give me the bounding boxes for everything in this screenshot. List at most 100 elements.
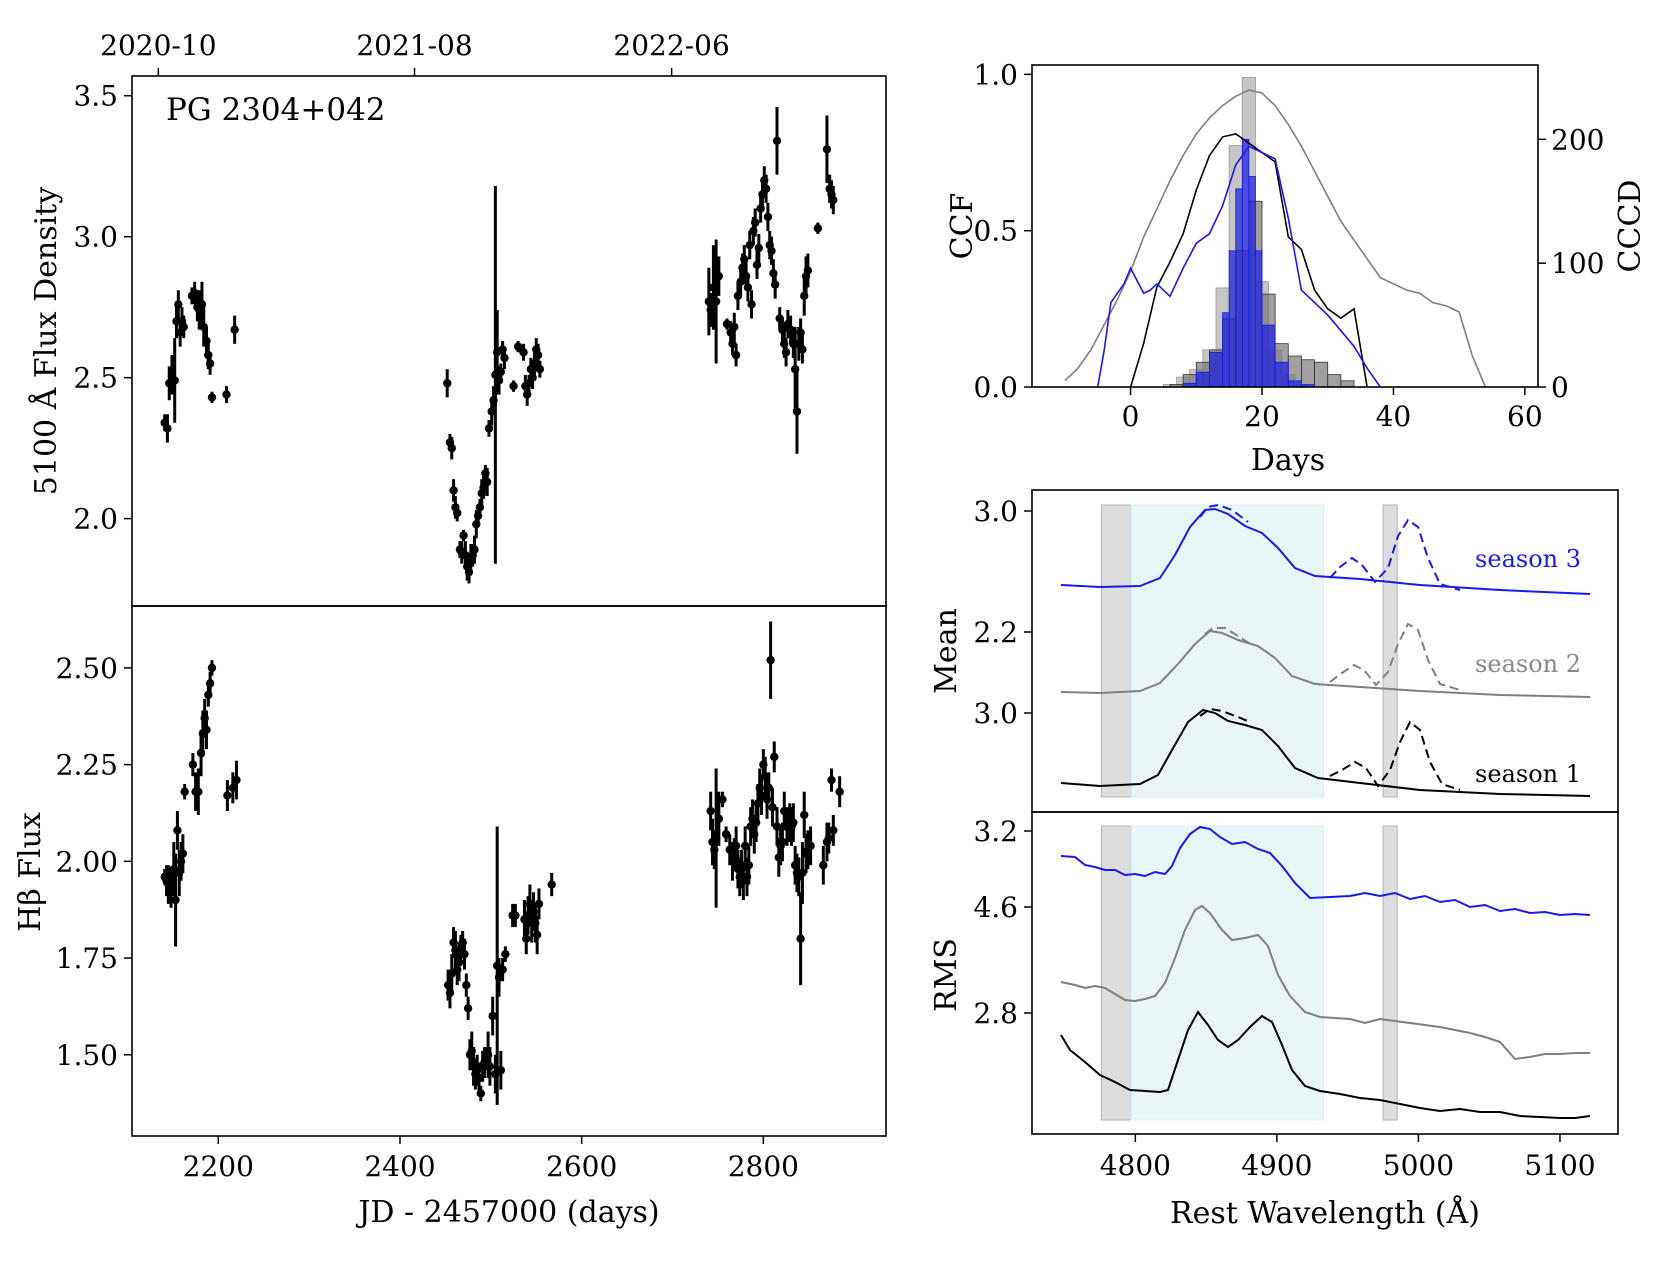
- continuum-point: [509, 381, 518, 391]
- hbeta-point: [488, 1011, 497, 1021]
- continuum-point: [761, 184, 771, 193]
- continuum-point: [535, 364, 545, 374]
- cccd-bar: [1255, 250, 1263, 388]
- hbeta-point: [496, 1066, 506, 1075]
- mean-shaded-region: [1100, 504, 1132, 798]
- continuum-point: [750, 218, 760, 227]
- continuum-point: [522, 390, 532, 399]
- mean-legend-season1: season 1: [1475, 760, 1581, 788]
- continuum-point: [781, 348, 791, 357]
- hbeta-point: [798, 868, 807, 878]
- rms-ytick-label: 4.6: [973, 891, 1018, 924]
- rms-xtick-label: 5100: [1524, 1149, 1595, 1182]
- cccd-bar: [1274, 361, 1289, 388]
- continuum-point: [747, 300, 756, 309]
- rms-x-label: Rest Wavelength (Å): [1170, 1195, 1480, 1231]
- hbeta-x-label: JD - 2457000 (days): [355, 1195, 659, 1230]
- rms-season1-line: [1060, 1010, 1591, 1119]
- ccf-frame: [1031, 64, 1539, 388]
- hbeta-xtick-label: 2600: [546, 1150, 617, 1183]
- hbeta-point: [474, 1073, 484, 1083]
- cccd-bar: [1209, 351, 1223, 388]
- hbeta-point: [178, 849, 188, 858]
- continuum-point: [482, 477, 492, 487]
- continuum-point: [519, 348, 528, 357]
- continuum-point: [513, 342, 523, 351]
- continuum-point: [174, 300, 183, 309]
- continuum-point: [743, 283, 753, 292]
- hbeta-point: [534, 899, 544, 909]
- mean-season3-line: [1060, 507, 1591, 595]
- continuum-point: [453, 508, 462, 518]
- continuum-point: [798, 345, 807, 354]
- continuum-point: [447, 443, 456, 453]
- ccf-ytick-label: 1.0: [973, 58, 1018, 91]
- hbeta-point: [824, 833, 833, 843]
- cccd-bar: [1248, 176, 1256, 388]
- cccd-bar: [1261, 324, 1276, 388]
- hbeta-point: [772, 822, 782, 831]
- ccf-xtick-label: 40: [1376, 400, 1412, 433]
- continuum-point: [500, 353, 509, 363]
- hbeta-point: [463, 1004, 473, 1013]
- continuum-point: [470, 545, 479, 554]
- continuum-point: [484, 424, 494, 433]
- cccd-ytick-label: 0: [1551, 371, 1569, 404]
- rms-ytick-label: 2.8: [973, 997, 1018, 1030]
- continuum-point: [163, 424, 172, 433]
- mean-season3-dashed: [1199, 503, 1461, 591]
- hbeta-ytick-label: 2.50: [56, 652, 118, 685]
- hbeta-point: [460, 949, 469, 959]
- hbeta-points: [160, 621, 844, 1106]
- hbeta-point: [202, 725, 211, 734]
- hbeta-point: [194, 787, 203, 796]
- ccf-xtick-label: 60: [1507, 400, 1543, 433]
- ccf-lines: [1064, 89, 1487, 388]
- mean-legend-season2: season 2: [1475, 650, 1581, 678]
- hbeta-point: [171, 895, 180, 905]
- hbeta-point: [476, 1089, 486, 1098]
- continuum-frame: [131, 75, 887, 607]
- continuum-point: [449, 486, 458, 495]
- rms-ytick-label: 3.2: [973, 815, 1018, 848]
- hbeta-ytick-label: 2.25: [56, 749, 118, 782]
- rms-xtick-label: 4900: [1241, 1149, 1312, 1182]
- continuum-point: [528, 373, 537, 382]
- rms-y-label: RMS: [929, 938, 964, 1012]
- continuum-point: [731, 350, 741, 360]
- ccf-panel: 0 20 40 60 0.0 0.5 1.0 0 100 200 CCF CCCD Days: [945, 58, 1648, 478]
- hbeta-ytick-label: 1.75: [56, 942, 118, 975]
- mean-panel: 3.0 2.2 3.0 season 3 season 2 season 1 Mea…: [929, 489, 1619, 813]
- continuum-point: [770, 280, 780, 289]
- rms-xtick-label: 4800: [1100, 1149, 1171, 1182]
- mean-season2-line: [1060, 629, 1591, 698]
- hbeta-point: [800, 810, 809, 820]
- hbeta-point: [501, 949, 510, 959]
- hbeta-point: [760, 772, 770, 781]
- cccd-bar: [1340, 380, 1355, 388]
- continuum-point: [752, 260, 762, 270]
- hbeta-point: [731, 841, 741, 851]
- hbeta-ticks: 1.50 1.75 2.00 2.25 2.50 2200 2400 2600 2800: [56, 652, 799, 1183]
- continuum-point: [763, 212, 773, 222]
- continuum-point: [728, 339, 737, 349]
- hbeta-point: [205, 679, 215, 688]
- cccd-histograms: [1163, 76, 1355, 388]
- mean-shaded-region: [1130, 504, 1325, 798]
- hbeta-point: [485, 1062, 495, 1071]
- hbeta-point: [721, 830, 731, 839]
- ccf-x-label: Days: [1251, 443, 1325, 478]
- continuum-point: [796, 328, 805, 337]
- mean-season1-dashed: [1199, 707, 1461, 791]
- rms-xtick-label: 5000: [1383, 1149, 1454, 1182]
- cccd-bar: [1228, 250, 1237, 388]
- mean-season2-dashed: [1204, 622, 1461, 691]
- hbeta-point: [718, 795, 727, 804]
- hbeta-point: [706, 806, 715, 816]
- hbeta-point: [827, 775, 836, 785]
- hbeta-point: [232, 775, 241, 785]
- cccd-bar: [1241, 138, 1250, 388]
- hbeta-point: [223, 791, 232, 800]
- hbeta-point: [768, 802, 777, 812]
